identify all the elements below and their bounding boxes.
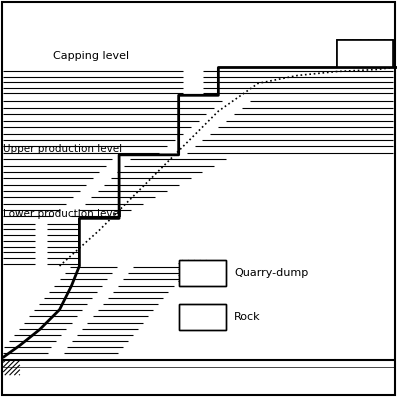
Bar xyxy=(179,304,226,330)
Bar xyxy=(179,260,226,286)
Bar xyxy=(337,40,393,67)
Text: Upper production level: Upper production level xyxy=(3,144,122,154)
Bar xyxy=(179,304,226,330)
Text: Lower production level: Lower production level xyxy=(3,209,122,220)
Bar xyxy=(337,40,393,67)
Bar xyxy=(179,260,226,286)
Text: Rock: Rock xyxy=(234,312,261,322)
Text: Capping level: Capping level xyxy=(53,50,129,61)
Text: Quarry-dump: Quarry-dump xyxy=(234,268,308,278)
Bar xyxy=(337,40,393,67)
